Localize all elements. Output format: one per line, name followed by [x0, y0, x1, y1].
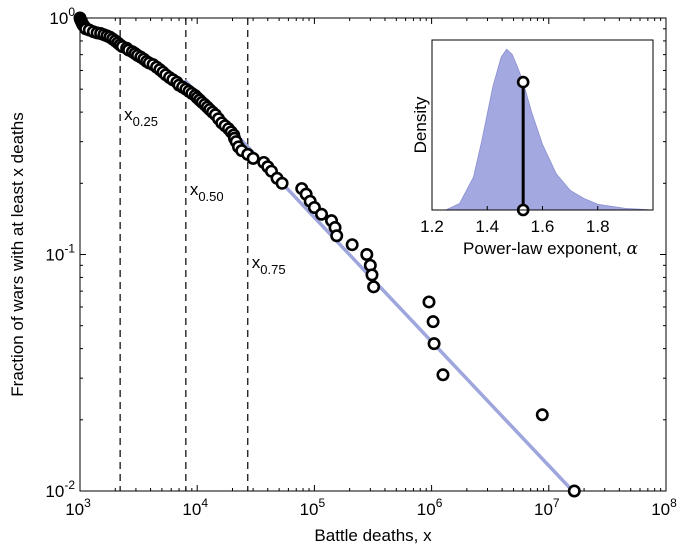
quantile-label: x0.75: [252, 253, 286, 277]
x-tick-exponent: 8: [670, 496, 677, 510]
inset-x-tick-label: 1.4: [475, 217, 499, 236]
x-tick-exponent: 5: [319, 496, 326, 510]
y-tick-label: 100: [49, 5, 75, 28]
inset-density-plot: 1.2 1.4 1.6 1.8 Power-law exponent, α Densi…: [411, 40, 653, 259]
x-tick-label: 106: [417, 496, 443, 519]
inset-x-axis-label-text: Power-law exponent,: [463, 239, 626, 258]
data-point: [362, 249, 372, 259]
y-tick-label: 10-1: [45, 242, 75, 265]
quantile-label: x0.50: [190, 180, 224, 204]
inset-x-tick-label: 1.2: [420, 217, 444, 236]
data-point: [347, 240, 357, 250]
x-tick-exponent: 3: [84, 496, 91, 510]
y-tick-label: 10-2: [45, 478, 75, 501]
quantile-label-sub: 0.25: [133, 114, 158, 129]
x-tick-exponent: 7: [553, 496, 560, 510]
x-tick-exponent: 6: [436, 496, 443, 510]
data-point: [424, 297, 434, 307]
data-point: [428, 316, 438, 326]
data-point: [248, 153, 258, 163]
x-axis-label: Battle deaths, x: [314, 526, 432, 545]
inset-x-tick-label: 1.8: [586, 217, 610, 236]
inset-x-tick-label: 1.6: [531, 217, 555, 236]
x-tick-base: 10: [534, 500, 553, 519]
data-point: [332, 231, 342, 241]
y-tick-exponent: -2: [64, 478, 75, 492]
data-point: [429, 338, 439, 348]
data-point: [368, 282, 378, 292]
x-tick-label: 103: [65, 496, 91, 519]
x-tick-base: 10: [417, 500, 436, 519]
y-tick-base: 10: [49, 9, 68, 28]
y-axis-label: Fraction of wars with at least x deaths: [8, 112, 27, 396]
y-tick-base: 10: [45, 482, 64, 501]
estimate-top-marker: [518, 77, 528, 87]
quantile-label: x0.25: [124, 105, 158, 129]
quantile-label-sub: 0.50: [198, 189, 223, 204]
inset-x-axis-label: Power-law exponent, α: [463, 239, 638, 259]
y-tick-base: 10: [45, 246, 64, 265]
data-point: [569, 486, 579, 496]
data-point: [537, 410, 547, 420]
x-tick-label: 105: [300, 496, 326, 519]
data-point: [316, 209, 326, 219]
x-tick-base: 10: [65, 500, 84, 519]
data-point: [277, 178, 287, 188]
x-tick-base: 10: [182, 500, 201, 519]
x-tick-label: 104: [182, 496, 208, 519]
x-tick-base: 10: [300, 500, 319, 519]
data-point: [367, 270, 377, 280]
reference-lines: x0.25 x0.50 x0.75: [120, 18, 285, 491]
y-tick-exponent: -1: [64, 242, 75, 256]
x-tick-exponent: 4: [201, 496, 208, 510]
inset-y-axis-label: Density: [411, 96, 430, 153]
x-tick-label: 108: [651, 496, 677, 519]
data-point: [438, 370, 448, 380]
quantile-label-sub: 0.75: [260, 262, 285, 277]
x-tick-base: 10: [651, 500, 670, 519]
x-tick-label: 107: [534, 496, 560, 519]
alpha-symbol: α: [627, 239, 639, 259]
